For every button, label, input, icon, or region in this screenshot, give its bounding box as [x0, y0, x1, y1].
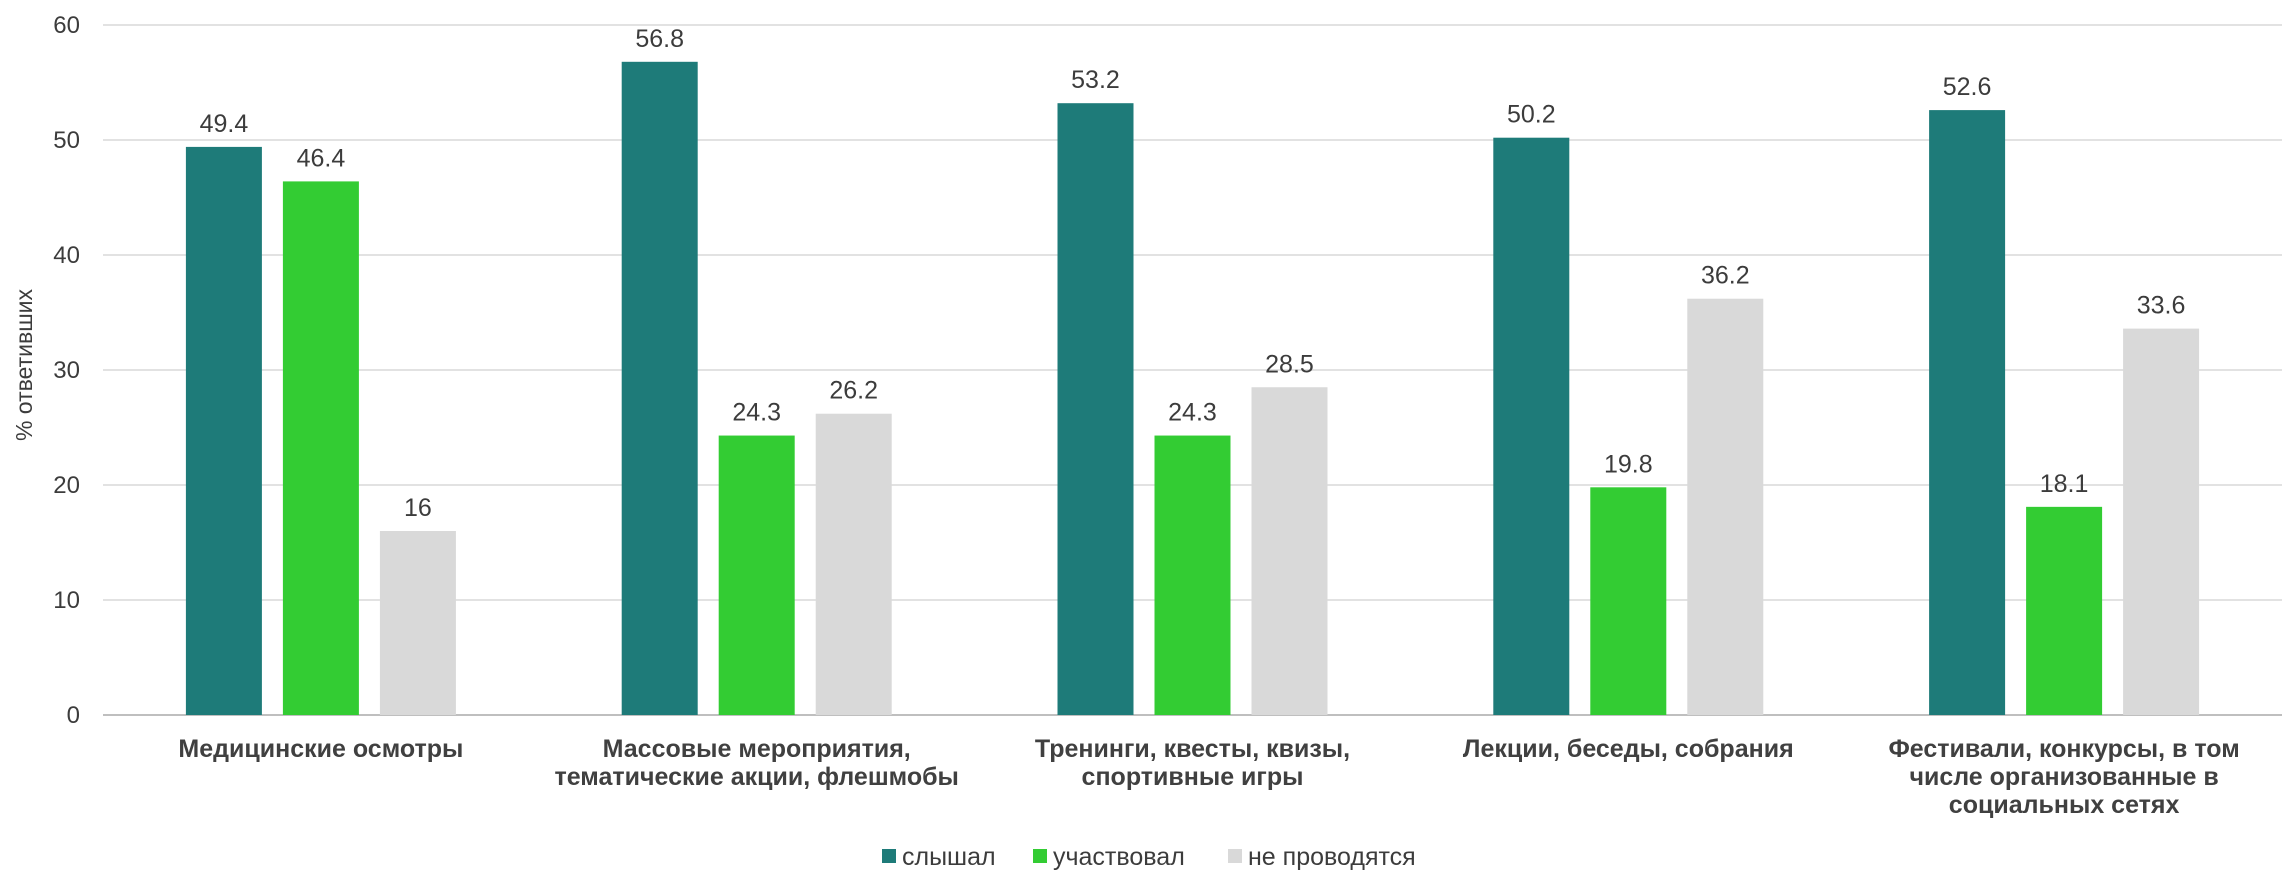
bar — [1929, 110, 2006, 716]
legend-swatch — [882, 849, 896, 863]
y-tick-label: 30 — [53, 357, 80, 384]
bar — [1687, 298, 1764, 715]
bar — [621, 61, 698, 716]
data-label: 18.1 — [2040, 470, 2089, 498]
bar — [1590, 487, 1667, 715]
data-label: 52.6 — [1943, 73, 1992, 101]
legend-swatch — [1228, 849, 1242, 863]
bar — [1057, 103, 1134, 715]
bar — [379, 531, 456, 715]
legend: слышал участвовал не проводятся — [882, 843, 1416, 871]
legend-label: не проводятся — [1248, 843, 1416, 871]
x-tick-label: тематические акции, флешмобы — [554, 763, 958, 791]
x-tick-label: Тренинги, квесты, квизы, — [1035, 735, 1350, 763]
data-label: 33.6 — [2137, 292, 2186, 320]
data-label: 16 — [404, 494, 432, 522]
data-label: 49.4 — [200, 110, 249, 138]
bar — [2026, 506, 2103, 715]
x-tick-label: Массовые мероприятия, — [603, 735, 911, 763]
legend-swatch — [1033, 849, 1047, 863]
y-tick-label: 10 — [53, 587, 80, 614]
data-labels: 49.4 46.4 16 56.8 24.3 26.2 53.2 24.3 28.5 50.2 19… — [200, 25, 2186, 522]
x-tick-label: Фестивали, конкурсы, в том — [1888, 735, 2239, 763]
bar — [1493, 137, 1570, 715]
y-tick-label: 20 — [53, 472, 80, 499]
category-labels: Медицинские осмотры Массовые мероприятия,… — [178, 735, 2239, 819]
data-label: 26.2 — [829, 377, 878, 405]
x-tick-label: числе организованные в — [1909, 763, 2218, 791]
y-tick-label: 50 — [53, 127, 80, 154]
data-label: 56.8 — [635, 25, 684, 53]
data-label: 36.2 — [1701, 262, 1750, 290]
legend-label: слышал — [902, 843, 996, 871]
x-tick-label: социальных сетях — [1949, 791, 2180, 819]
x-tick-label: Лекции, беседы, собрания — [1463, 735, 1794, 763]
x-tick-label: Медицинские осмотры — [178, 735, 463, 763]
bar — [1251, 387, 1328, 715]
y-tick-label: 0 — [67, 702, 80, 729]
legend-label: участвовал — [1053, 843, 1185, 871]
data-label: 53.2 — [1071, 66, 1120, 94]
y-tick-label: 40 — [53, 242, 80, 269]
bar — [718, 435, 795, 715]
data-label: 50.2 — [1507, 101, 1556, 129]
bar — [282, 181, 359, 715]
bars — [185, 61, 2200, 716]
x-tick-label: спортивные игры — [1082, 763, 1304, 791]
gridlines — [103, 24, 2282, 716]
bar — [1154, 435, 1231, 715]
data-label: 28.5 — [1265, 350, 1314, 378]
y-axis-title: % ответивших — [11, 288, 37, 441]
bar — [185, 146, 262, 715]
bar — [815, 413, 892, 715]
y-tick-label: 60 — [53, 12, 80, 39]
data-label: 24.3 — [732, 399, 781, 427]
axes: 0 10 20 30 40 50 60 — [53, 12, 80, 729]
data-label: 19.8 — [1604, 450, 1653, 478]
bar — [2123, 328, 2200, 715]
data-label: 46.4 — [297, 144, 346, 172]
data-label: 24.3 — [1168, 399, 1217, 427]
